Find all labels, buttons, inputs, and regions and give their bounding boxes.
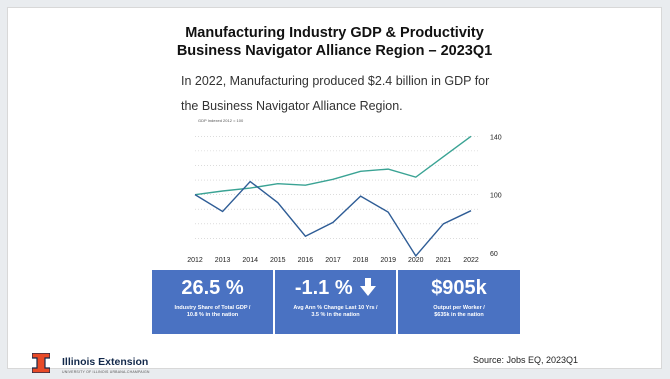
x-tick-labels: 2012 2013 2014 2015 2016 2017 2018 2019 2020 2021… xyxy=(187,257,479,263)
brand-name: Illinois Extension xyxy=(62,356,149,368)
stat-value: 26.5 % xyxy=(181,277,244,299)
x-tick-label: 2019 xyxy=(380,257,396,263)
stat-value: -1.1 % xyxy=(294,277,353,299)
x-tick-label: 2016 xyxy=(298,257,314,263)
stat-value: $905k xyxy=(431,277,487,299)
stat-card-output: $905k Output per Worker / $635k in the n… xyxy=(398,270,520,334)
chart-lines xyxy=(194,135,472,258)
stat-label-2: $635k in the nation xyxy=(434,312,484,318)
x-tick-label: 2017 xyxy=(325,257,341,263)
slide-title-line-2: Business Navigator Alliance Region – 202… xyxy=(176,43,493,59)
down-arrow-icon xyxy=(360,278,377,296)
y-tick-label: 60 xyxy=(490,251,498,258)
x-tick-label: 2013 xyxy=(215,257,231,263)
y-tick-label: 140 xyxy=(490,134,502,141)
stat-label-2: 3.5 % in the nation xyxy=(311,312,360,318)
stat-label-1: Output per Worker / xyxy=(433,305,485,311)
x-tick-label: 2022 xyxy=(463,257,479,263)
x-tick-label: 2021 xyxy=(436,257,452,263)
stat-label-1: Avg Ann % Change Last 10 Yrs / xyxy=(293,305,378,311)
y-axis-label: GDP Indexed 2012 = 100 xyxy=(198,118,244,123)
series-line-1 xyxy=(194,135,472,196)
subtitle-line-2: the Business Navigator Alliance Region. xyxy=(181,99,403,113)
series-line-2 xyxy=(194,180,472,258)
slide-title-line-1: Manufacturing Industry GDP & Productivit… xyxy=(185,25,484,41)
x-tick-label: 2018 xyxy=(353,257,369,263)
y-tick-labels: 140 100 60 xyxy=(490,134,502,258)
stat-card-change: -1.1 % Avg Ann % Change Last 10 Yrs / 3.… xyxy=(275,270,396,334)
source-text: Source: Jobs EQ, 2023Q1 xyxy=(473,355,579,365)
x-tick-label: 2014 xyxy=(242,257,258,263)
x-tick-label: 2020 xyxy=(408,257,424,263)
x-tick-label: 2015 xyxy=(270,257,286,263)
y-tick-label: 100 xyxy=(490,193,502,200)
subtitle-line-1: In 2022, Manufacturing produced $2.4 bil… xyxy=(181,74,490,88)
stat-value-row: -1.1 % xyxy=(275,276,396,300)
x-tick-label: 2012 xyxy=(187,257,203,263)
chart-grid xyxy=(195,135,479,239)
stat-label-1: Industry Share of Total GDP / xyxy=(174,305,251,311)
illinois-block-i-logo xyxy=(32,353,50,373)
brand-subtitle: UNIVERSITY OF ILLINOIS URBANA-CHAMPAIGN xyxy=(62,370,150,374)
stat-card-share: 26.5 % Industry Share of Total GDP / 10.… xyxy=(152,270,273,334)
slide: Manufacturing Industry GDP & Productivit… xyxy=(7,7,662,374)
stat-label-2: 10.8 % in the nation xyxy=(186,312,239,318)
